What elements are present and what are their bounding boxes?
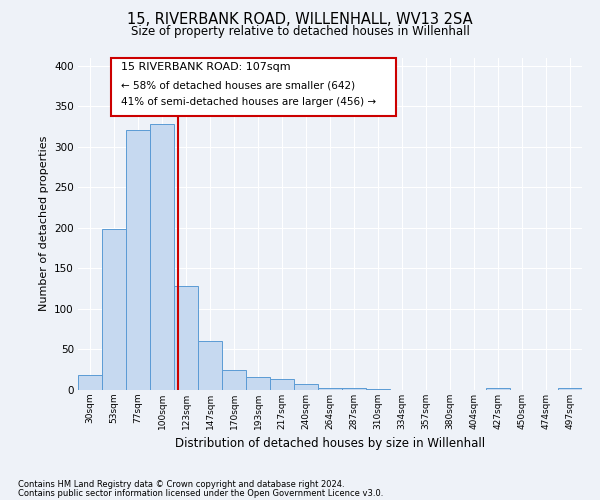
Text: ← 58% of detached houses are smaller (642): ← 58% of detached houses are smaller (64… xyxy=(121,81,355,91)
Text: 15 RIVERBANK ROAD: 107sqm: 15 RIVERBANK ROAD: 107sqm xyxy=(121,62,290,72)
Bar xyxy=(151,124,173,390)
Bar xyxy=(103,230,125,390)
Text: Contains public sector information licensed under the Open Government Licence v3: Contains public sector information licen… xyxy=(18,488,383,498)
Text: Size of property relative to detached houses in Willenhall: Size of property relative to detached ho… xyxy=(131,25,469,38)
Bar xyxy=(199,340,221,390)
Bar xyxy=(223,370,245,390)
Bar xyxy=(247,377,269,390)
Bar xyxy=(175,286,197,390)
Y-axis label: Number of detached properties: Number of detached properties xyxy=(38,136,49,312)
FancyBboxPatch shape xyxy=(111,58,395,116)
Bar xyxy=(79,376,101,390)
Text: 15, RIVERBANK ROAD, WILLENHALL, WV13 2SA: 15, RIVERBANK ROAD, WILLENHALL, WV13 2SA xyxy=(127,12,473,28)
Text: 41% of semi-detached houses are larger (456) →: 41% of semi-detached houses are larger (… xyxy=(121,98,376,108)
Text: Contains HM Land Registry data © Crown copyright and database right 2024.: Contains HM Land Registry data © Crown c… xyxy=(18,480,344,489)
Bar xyxy=(343,388,365,390)
Bar xyxy=(487,388,509,390)
Bar xyxy=(367,389,389,390)
Bar xyxy=(559,388,581,390)
Bar xyxy=(127,130,149,390)
Bar xyxy=(319,388,341,390)
X-axis label: Distribution of detached houses by size in Willenhall: Distribution of detached houses by size … xyxy=(175,438,485,450)
Bar xyxy=(295,384,317,390)
Bar xyxy=(271,380,293,390)
